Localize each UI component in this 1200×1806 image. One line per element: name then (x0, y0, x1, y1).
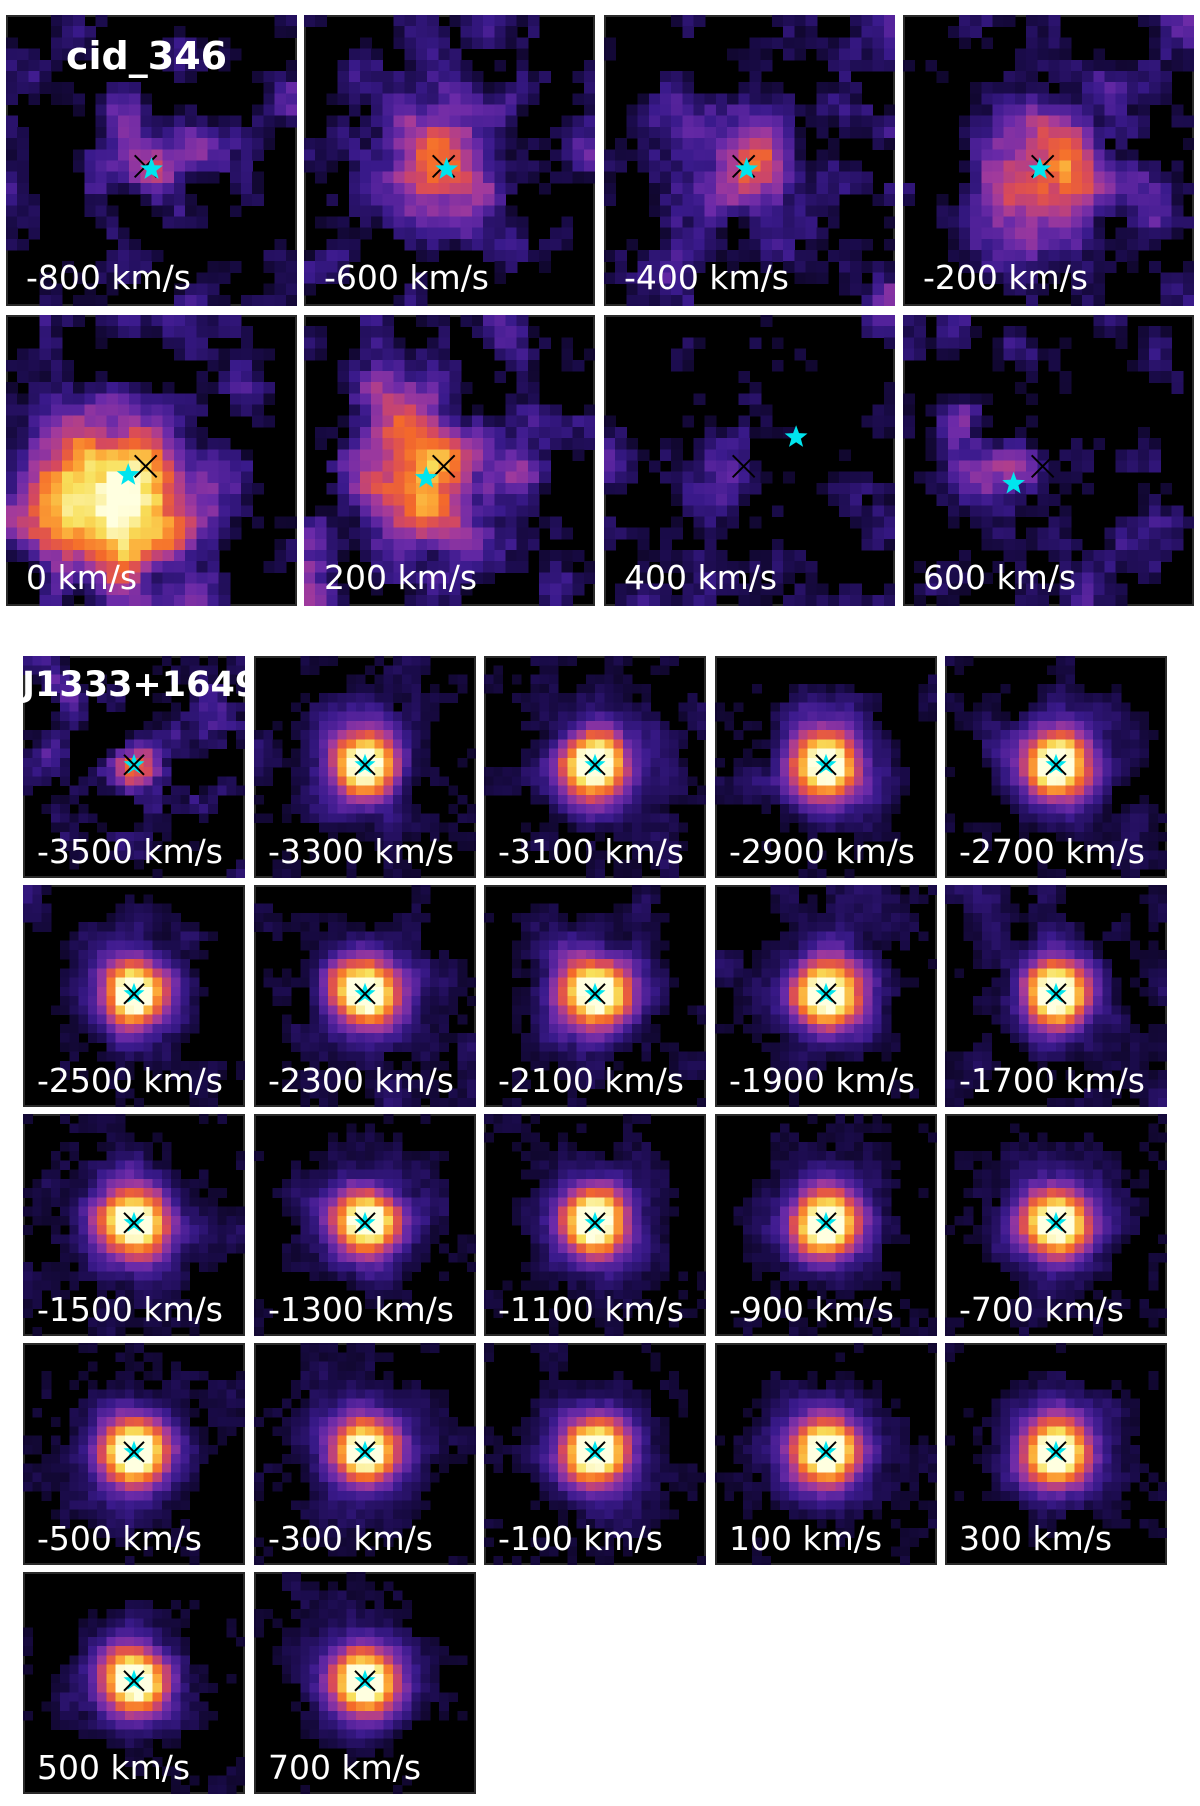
channel-map-panel: -100 km/s (484, 1343, 706, 1565)
channel-map-panel: -3500 km/s J1333+1649 (23, 656, 245, 878)
velocity-label: -700 km/s (959, 1290, 1124, 1329)
velocity-label: -100 km/s (498, 1519, 663, 1558)
velocity-label: 100 km/s (729, 1519, 883, 1558)
emission-map-image (945, 1343, 1167, 1548)
emission-map-image (304, 15, 595, 306)
emission-map-image (23, 1599, 245, 1794)
emission-map-image (23, 656, 245, 878)
velocity-label: 0 km/s (26, 558, 138, 597)
channel-map-panel: -2900 km/s (715, 656, 937, 878)
channel-map-panel: -1700 km/s (945, 885, 1167, 1107)
velocity-label: -500 km/s (37, 1519, 202, 1558)
velocity-label: -3100 km/s (498, 832, 684, 871)
velocity-label: -3300 km/s (268, 832, 454, 871)
emission-map-image (23, 1114, 245, 1336)
channel-map-panel: -200 km/s (903, 15, 1194, 306)
velocity-label: -600 km/s (324, 258, 489, 297)
velocity-label: -2900 km/s (729, 832, 915, 871)
velocity-label: -2700 km/s (959, 832, 1145, 871)
velocity-label: 600 km/s (923, 558, 1077, 597)
velocity-label: 500 km/s (37, 1748, 191, 1787)
channel-map-panel: 200 km/s (304, 315, 595, 606)
channel-map-panel: 500 km/s (23, 1572, 245, 1794)
velocity-label: -3500 km/s (37, 832, 223, 871)
channel-map-panel: -500 km/s (23, 1343, 245, 1565)
channel-map-panel: -700 km/s (945, 1114, 1167, 1336)
velocity-label: -400 km/s (624, 258, 789, 297)
emission-map-image (254, 1114, 476, 1336)
channel-map-panel: 600 km/s (903, 315, 1194, 606)
velocity-label: -900 km/s (729, 1290, 894, 1329)
emission-map-image (6, 315, 297, 606)
emission-map-image (715, 1343, 937, 1565)
emission-map-image (304, 315, 595, 606)
emission-map-image (733, 1114, 937, 1336)
emission-map-image (254, 885, 476, 1107)
emission-map-image (715, 885, 937, 1107)
channel-map-panel: 300 km/s (945, 1343, 1167, 1565)
emission-map-image (254, 1343, 476, 1565)
channel-map-panel: 0 km/s (6, 315, 297, 606)
channel-map-panel: -2300 km/s (254, 885, 476, 1107)
velocity-label: -800 km/s (26, 258, 191, 297)
velocity-label: 400 km/s (624, 558, 778, 597)
emission-map-image (945, 1114, 1167, 1336)
velocity-label: -2100 km/s (498, 1061, 684, 1100)
channel-map-panel: 100 km/s (715, 1343, 937, 1565)
emission-map-image (604, 315, 895, 606)
emission-map-image (6, 15, 297, 306)
emission-map-image (23, 1343, 245, 1565)
channel-map-panel: -2700 km/s (945, 656, 1167, 878)
emission-map-image (903, 15, 1194, 306)
velocity-label: -1100 km/s (498, 1290, 684, 1329)
emission-map-image (484, 1343, 706, 1565)
channel-map-panel: 700 km/s (254, 1572, 476, 1794)
channel-map-panel: 400 km/s (604, 315, 895, 606)
channel-map-panel: -900 km/s (715, 1114, 937, 1336)
channel-map-panel: -400 km/s (604, 15, 895, 306)
velocity-label: -1700 km/s (959, 1061, 1145, 1100)
channel-map-panel: -2100 km/s (484, 885, 706, 1107)
velocity-label: 200 km/s (324, 558, 478, 597)
emission-map-image (945, 885, 1167, 1107)
channel-map-panel: -800 km/s cid_346 (6, 15, 297, 306)
velocity-label: -2500 km/s (37, 1061, 223, 1100)
emission-map-image (484, 656, 706, 878)
emission-map-image (254, 656, 476, 878)
velocity-label: -300 km/s (268, 1519, 433, 1558)
channel-map-panel: -3300 km/s (254, 656, 476, 878)
channel-map-panel: -1900 km/s (715, 885, 937, 1107)
source-name-label: cid_346 (66, 34, 228, 78)
channel-map-panel: -1300 km/s (254, 1114, 476, 1336)
channel-map-panel: -3100 km/s (484, 656, 706, 878)
channel-map-panel: -1100 km/s (484, 1114, 706, 1336)
emission-map-image (903, 315, 1194, 606)
velocity-label: -200 km/s (923, 258, 1088, 297)
emission-map-image (715, 674, 937, 878)
emission-map-image (604, 15, 895, 306)
emission-map-image (945, 656, 1167, 878)
velocity-label: -1900 km/s (729, 1061, 915, 1100)
source-name-label: J1333+1649 (23, 665, 245, 705)
emission-map-image (254, 1572, 468, 1794)
channel-map-panel: -2500 km/s (23, 885, 245, 1107)
channel-map-panel: -1500 km/s (23, 1114, 245, 1336)
velocity-label: -1500 km/s (37, 1290, 223, 1329)
emission-map-image (484, 885, 706, 1107)
emission-map-image (23, 885, 245, 1107)
emission-map-image (484, 1114, 706, 1336)
velocity-label: -2300 km/s (268, 1061, 454, 1100)
channel-map-panel: -300 km/s (254, 1343, 476, 1565)
velocity-label: -1300 km/s (268, 1290, 454, 1329)
velocity-label: 300 km/s (959, 1519, 1113, 1558)
channel-map-panel: -600 km/s (304, 15, 595, 306)
velocity-label: 700 km/s (268, 1748, 422, 1787)
